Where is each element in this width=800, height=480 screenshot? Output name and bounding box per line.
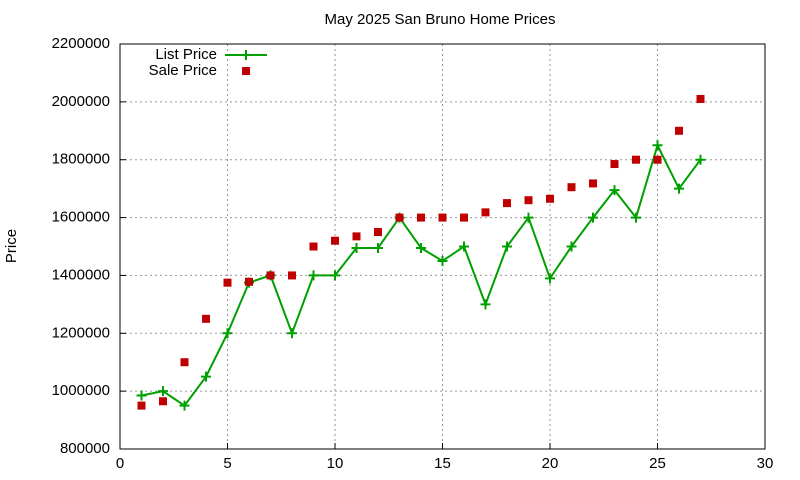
y-axis-label: Price (3, 229, 20, 263)
y-tick-label: 1200000 (52, 324, 110, 341)
point (523, 212, 534, 223)
point (437, 255, 448, 266)
x-tick-label: 20 (542, 455, 559, 472)
y-tick-label: 800000 (60, 440, 110, 457)
point (309, 242, 318, 251)
y-tick-label: 2200000 (52, 35, 110, 52)
point (374, 228, 382, 237)
y-tick-label: 1800000 (52, 151, 110, 168)
point (330, 270, 340, 281)
point (373, 242, 383, 253)
point (545, 273, 555, 284)
y-tick-label: 1400000 (52, 266, 110, 283)
x-tick-label: 0 (116, 455, 124, 472)
point (567, 183, 576, 192)
point (288, 271, 296, 280)
point (202, 314, 210, 323)
point (674, 183, 684, 194)
point (352, 232, 361, 241)
point (589, 179, 597, 188)
y-tick-label: 1600000 (52, 209, 110, 226)
point (481, 208, 490, 217)
point (179, 400, 190, 411)
point (546, 194, 554, 203)
point (632, 155, 640, 164)
y-tick-label: 2000000 (52, 93, 110, 110)
x-tick-label: 5 (223, 455, 231, 472)
plot-frame (119, 43, 766, 450)
point (308, 270, 319, 281)
legend-marker (241, 50, 251, 60)
point (652, 140, 663, 151)
chart-title: May 2025 San Bruno Home Prices (325, 11, 556, 28)
y-tick-label: 1000000 (52, 382, 110, 399)
x-tick-label: 25 (649, 455, 666, 472)
point (223, 278, 232, 287)
x-tick-label: 30 (757, 455, 774, 472)
point (588, 212, 598, 223)
point (459, 241, 469, 252)
point (158, 386, 168, 397)
x-tick-label: 10 (327, 455, 344, 472)
point (416, 242, 426, 253)
point (695, 154, 706, 165)
point (222, 328, 233, 339)
point (417, 213, 425, 222)
point (136, 390, 147, 401)
point (395, 213, 404, 222)
point (201, 371, 211, 382)
point (675, 126, 683, 135)
point (653, 155, 662, 164)
point (524, 196, 533, 205)
point (245, 277, 253, 286)
point (631, 212, 641, 223)
point (566, 241, 577, 252)
point (159, 397, 167, 406)
point (460, 213, 468, 222)
point (351, 242, 362, 253)
x-tick-label: 15 (434, 455, 451, 472)
legend-label: List Price (155, 46, 217, 63)
point (266, 271, 275, 280)
point (502, 241, 512, 252)
point (331, 236, 339, 245)
point (609, 185, 620, 196)
point (287, 328, 297, 339)
point (438, 213, 447, 222)
point (137, 401, 146, 410)
point (503, 199, 511, 208)
point (480, 299, 491, 310)
point (610, 160, 619, 169)
point (180, 358, 189, 367)
point (696, 94, 705, 103)
legend-marker (242, 67, 250, 75)
legend-label: Sale Price (149, 62, 217, 79)
